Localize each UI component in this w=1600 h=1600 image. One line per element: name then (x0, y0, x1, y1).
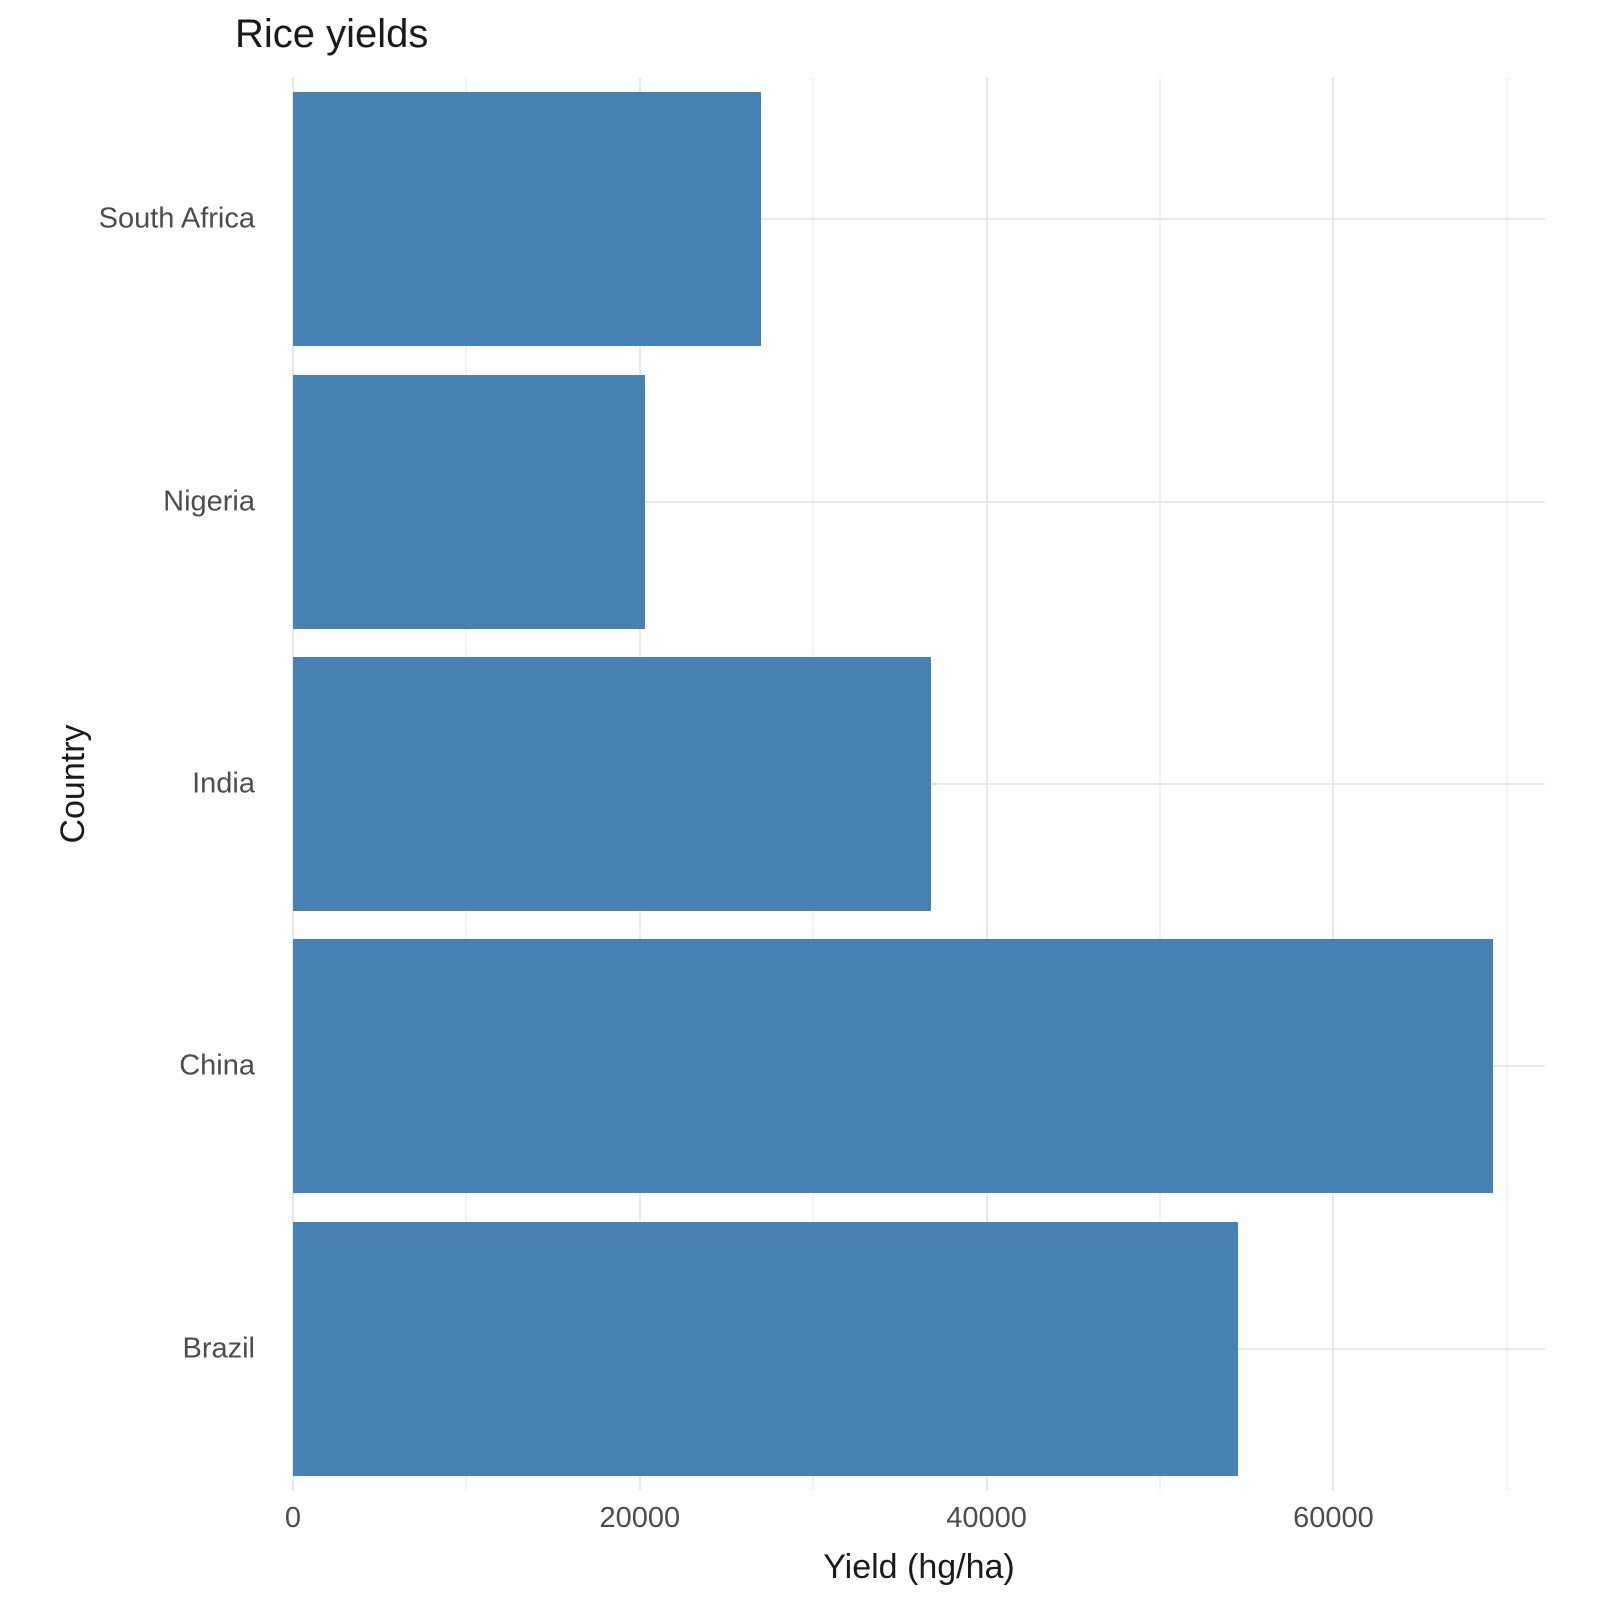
bar-south-africa (293, 92, 762, 347)
x-tick-label: 0 (284, 1502, 302, 1534)
y-tick-label: China (179, 1049, 255, 1082)
major-gridline (293, 500, 1545, 503)
y-tick-label: Brazil (182, 1332, 255, 1365)
x-tick-label: 40000 (946, 1502, 1027, 1534)
bar-nigeria (293, 374, 646, 629)
bar-china (293, 939, 1493, 1194)
x-tick-label: 20000 (599, 1502, 681, 1534)
y-tick-label: South Africa (98, 202, 255, 235)
bar-brazil (293, 1221, 1239, 1476)
major-gridline (293, 218, 1545, 221)
y-tick-label: India (192, 767, 255, 800)
chart-title: Rice yields (235, 12, 429, 56)
x-tick-label: 60000 (1293, 1502, 1374, 1534)
y-axis-tick-labels: South Africa Nigeria India China Brazil (0, 78, 255, 1490)
plot-panel (292, 78, 1545, 1490)
x-axis-tick-labels: 0 20000 40000 60000 (285, 1502, 1545, 1542)
x-axis-label: Yield (hg/ha) (823, 1548, 1015, 1586)
bar-india (293, 656, 932, 912)
y-tick-label: Nigeria (163, 485, 255, 518)
